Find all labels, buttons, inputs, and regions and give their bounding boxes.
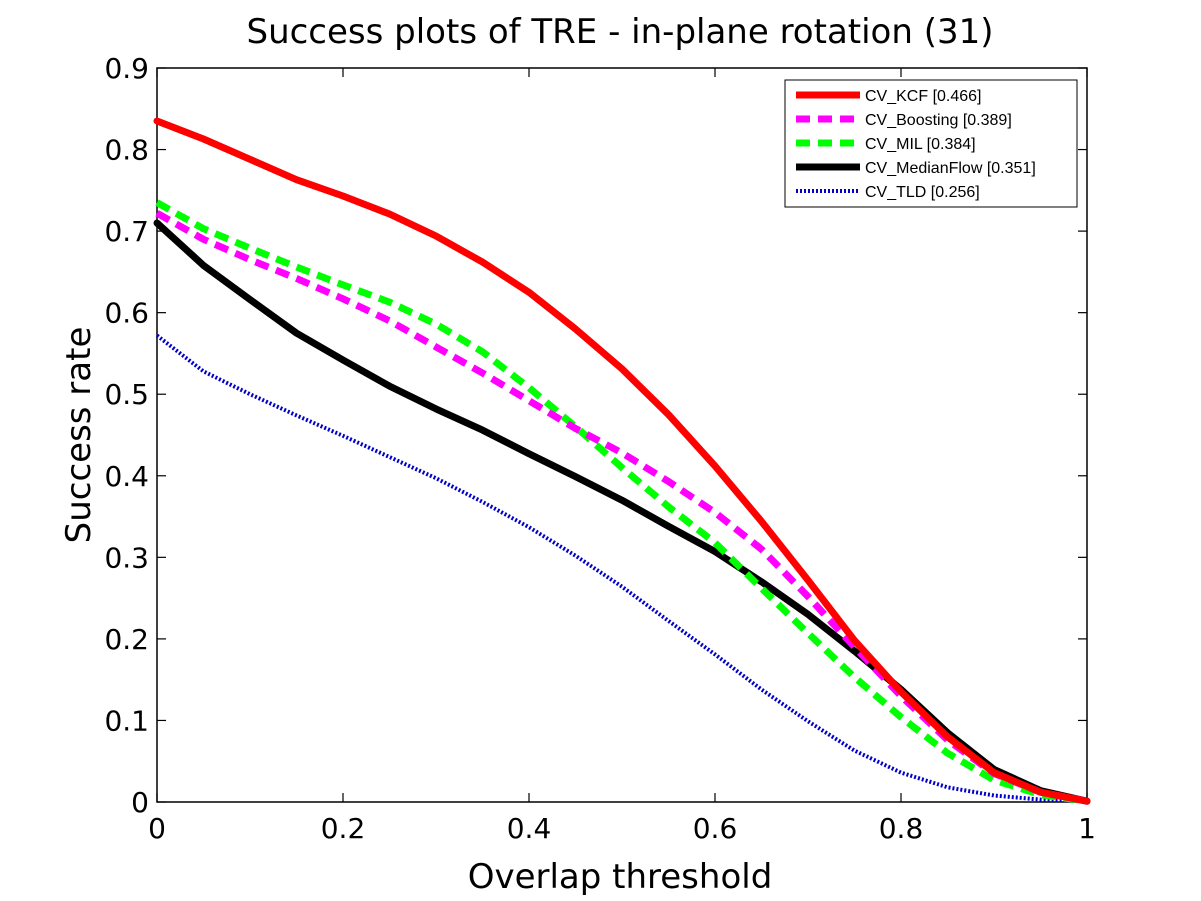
y-tick-label: 0.3	[104, 541, 149, 574]
series-lines	[153, 117, 1091, 805]
legend-box	[784, 79, 1078, 208]
x-tick-label: 1	[1078, 812, 1096, 845]
x-axis-label: Overlap threshold	[468, 857, 773, 897]
y-tick-label: 0.1	[104, 704, 149, 737]
y-tick-label: 0.9	[104, 52, 149, 85]
x-tick-label: 0.8	[879, 812, 924, 845]
x-tick-label: 0.6	[693, 812, 738, 845]
x-tick-label: 0	[148, 812, 166, 845]
chart-title: Success plots of TRE - in-plane rotation…	[246, 12, 993, 52]
y-axis-label: Success rate	[59, 327, 99, 544]
x-tick-label: 0.2	[321, 812, 366, 845]
y-tick-label: 0.2	[104, 623, 149, 656]
legend-label: CV_KCF [0.466]	[865, 88, 982, 105]
series-line-1	[153, 117, 1091, 805]
legend-label: CV_Boosting [0.389]	[865, 112, 1012, 129]
axis-ticks: 0 0.2 0.4 0.6 0.8 1 0 0.1 0.2 0.3 0.4 0.5 0.6 0.7 0.8 0…	[104, 52, 1095, 845]
y-tick-label: 0.7	[104, 215, 149, 248]
x-tick-label: 0.4	[507, 812, 552, 845]
y-tick-label: 0.8	[104, 134, 149, 167]
y-tick-label: 0.4	[104, 460, 149, 493]
y-tick-label: 0.6	[104, 297, 149, 330]
y-tick-label: 0.5	[104, 378, 149, 411]
y-tick-label: 0	[131, 786, 149, 819]
series-line-3	[155, 199, 1088, 805]
legend-label: CV_MIL [0.384]	[865, 136, 976, 153]
legend: CV_KCF [0.466] CV_Boosting [0.389] CV_MIL …	[784, 79, 1078, 208]
legend-label: CV_MedianFlow [0.351]	[865, 160, 1036, 177]
legend-label: CV_TLD [0.256]	[865, 184, 980, 201]
